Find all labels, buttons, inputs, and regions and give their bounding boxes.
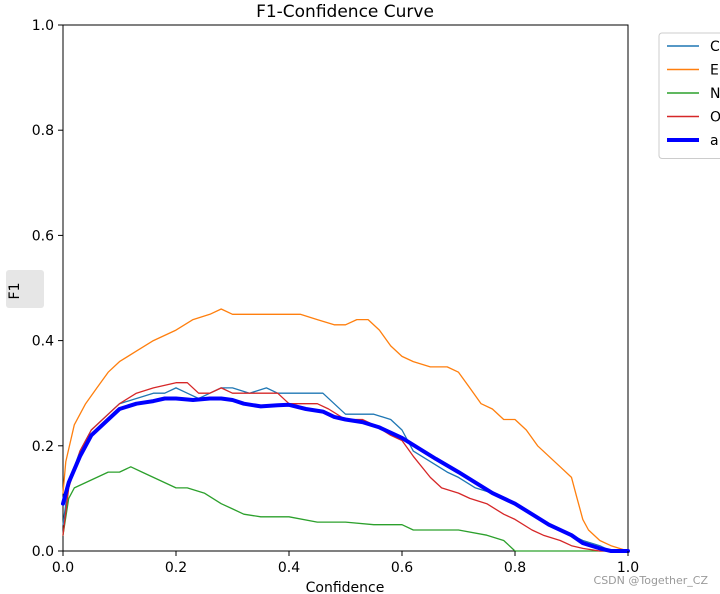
- y-tick-label: 0.4: [32, 334, 54, 350]
- series-line-E: [62, 308, 629, 552]
- plot-frame: [62, 24, 629, 552]
- x-tick-label: 1.0: [617, 560, 639, 576]
- series-layer: [61, 308, 630, 553]
- series-line-O: [62, 382, 629, 552]
- legend-label-a: a: [710, 133, 719, 149]
- series-line-N: [62, 466, 629, 552]
- legend-label-N: N: [710, 86, 720, 102]
- axis-layer: F1-Confidence Curve Confidence F1 0.0 0.2…: [7, 2, 639, 594]
- y-tick-label: 0.8: [32, 123, 54, 139]
- y-tick-label: 0.0: [32, 544, 54, 560]
- y-axis-label: F1: [7, 283, 23, 300]
- x-tick-label: 0.4: [278, 560, 300, 576]
- legend-label-O: O: [710, 110, 720, 126]
- legend-label-C: C: [710, 39, 720, 55]
- legend-box: [658, 32, 720, 159]
- x-axis-label: Confidence: [306, 580, 385, 594]
- x-tick-label: 0.6: [391, 560, 413, 576]
- x-tick-label: 0.8: [504, 560, 526, 576]
- chart-title: F1-Confidence Curve: [256, 2, 434, 22]
- series-line-C: [62, 387, 629, 552]
- plot-frame-layer: [62, 24, 629, 552]
- legend-label-E: E: [710, 63, 719, 79]
- ylabel-highlight: [6, 270, 44, 308]
- x-tick-label: 0.0: [52, 560, 74, 576]
- x-tick-label: 0.2: [165, 560, 187, 576]
- series-line-a: [61, 396, 630, 553]
- y-tick-label: 0.6: [32, 228, 54, 244]
- watermark-text: CSDN @Together_CZ: [593, 574, 708, 587]
- y-tick-label: 1.0: [32, 18, 54, 34]
- y-tick-label: 0.2: [32, 439, 54, 455]
